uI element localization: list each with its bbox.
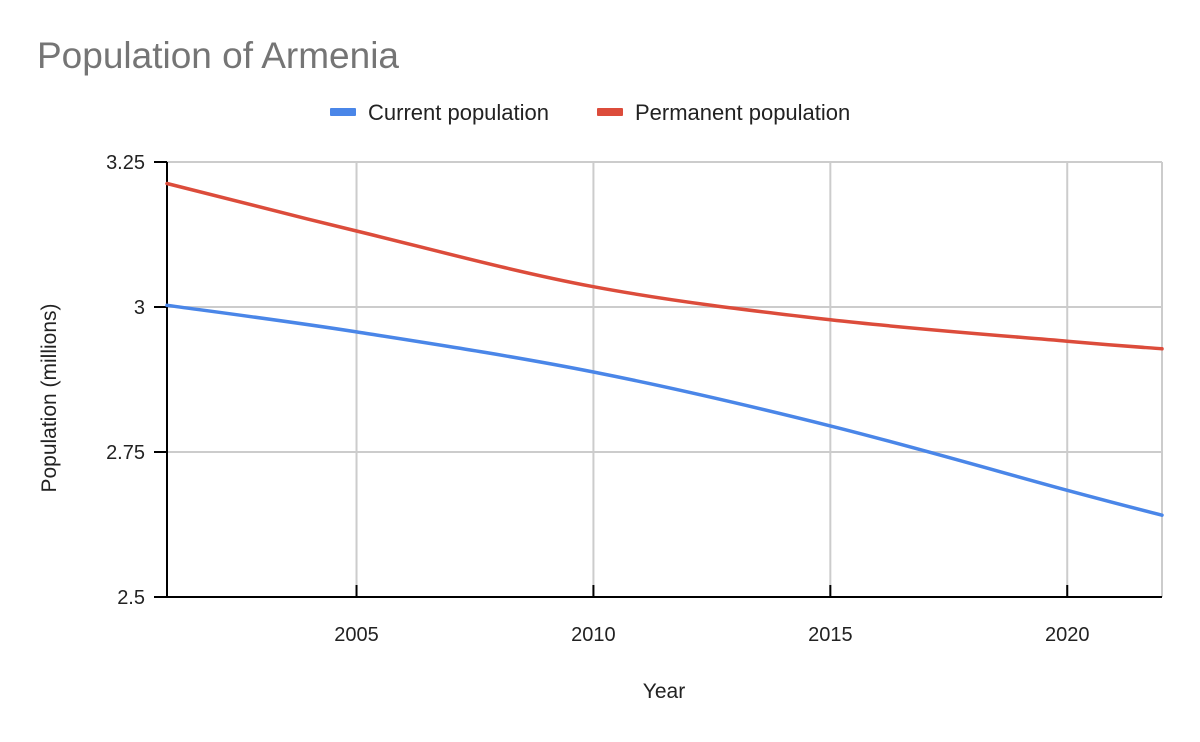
- y-tick-label: 3.25: [106, 152, 145, 174]
- y-tick-labels: 2.5 2.75 3 3.25: [106, 152, 145, 609]
- legend-swatch-current-population: [330, 108, 356, 116]
- x-tick-label: 2020: [1045, 624, 1090, 646]
- legend-label-permanent-population: Permanent population: [635, 100, 850, 125]
- series-line-current-population: [165, 303, 1164, 517]
- y-tick-label: 2.5: [117, 587, 145, 609]
- gridlines: [167, 161, 1163, 597]
- legend-label-current-population: Current population: [368, 100, 549, 125]
- y-axis-label: Population (millions): [38, 303, 61, 492]
- x-tick-label: 2015: [808, 624, 853, 646]
- series-lines: [165, 181, 1164, 517]
- legend-swatch-permanent-population: [597, 108, 623, 116]
- chart-title: Population of Armenia: [37, 35, 399, 76]
- x-tick-label: 2010: [571, 624, 616, 646]
- axes: [154, 161, 1162, 598]
- x-tick-label: 2005: [334, 624, 379, 646]
- x-tick-labels: 2005 2010 2015 2020: [334, 624, 1089, 646]
- y-tick-label: 2.75: [106, 442, 145, 464]
- legend: Current population Permanent population: [330, 100, 850, 125]
- y-tick-label: 3: [134, 297, 145, 319]
- x-axis-label: Year: [643, 680, 685, 703]
- series-line-permanent-population: [165, 181, 1164, 351]
